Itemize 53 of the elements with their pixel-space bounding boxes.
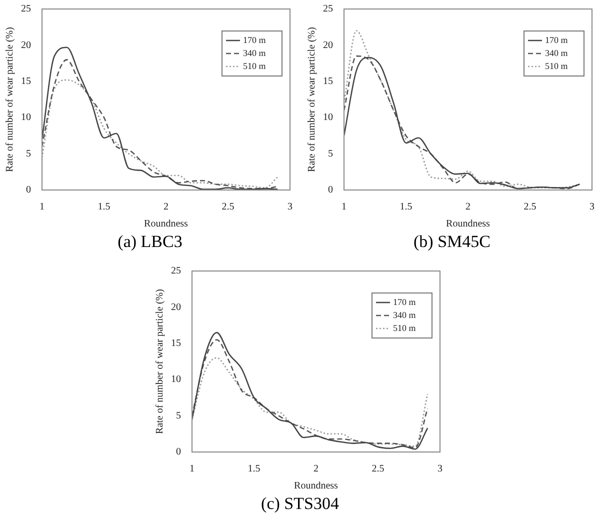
- legend-label: 340 m: [393, 310, 416, 320]
- line-series: [42, 79, 278, 188]
- y-tick-label: 0: [328, 184, 333, 196]
- y-tick-label: 10: [21, 112, 31, 124]
- x-tick-label: 1.5: [400, 202, 412, 213]
- legend-label: 510 m: [545, 60, 568, 71]
- legend-label: 340 m: [545, 48, 568, 58]
- x-tick-label: 1: [342, 202, 346, 213]
- legend-label: 170 m: [393, 296, 416, 307]
- y-tick-label: 15: [21, 76, 31, 88]
- y-tick-label: 15: [323, 76, 333, 88]
- x-tick-label: 2: [164, 202, 168, 213]
- legend-label: 170 m: [243, 34, 266, 45]
- x-tick-label: 1.5: [98, 202, 110, 213]
- y-tick-label: 15: [171, 338, 181, 350]
- x-axis-title: Roundness: [446, 218, 490, 230]
- y-tick-label: 0: [176, 446, 181, 458]
- line-series: [192, 357, 428, 447]
- y-tick-label: 10: [171, 374, 181, 386]
- x-tick-label: 1: [190, 464, 194, 475]
- x-tick-label: 1.5: [248, 464, 260, 475]
- x-tick-label: 1: [40, 202, 44, 213]
- y-tick-label: 20: [171, 302, 181, 313]
- y-tick-label: 10: [323, 112, 333, 124]
- y-tick-label: 5: [176, 410, 181, 422]
- x-axis-title: Roundness: [144, 218, 188, 230]
- x-tick-label: 2.5: [524, 202, 536, 213]
- legend-label: 170 m: [545, 34, 568, 45]
- legend-label: 340 m: [243, 48, 266, 58]
- y-tick-label: 20: [323, 40, 333, 51]
- text: (a) LBC3: [116, 232, 184, 252]
- y-tick-label: 25: [323, 4, 333, 15]
- y-tick-label: 5: [328, 148, 333, 160]
- x-tick-label: 2.5: [372, 464, 384, 475]
- legend-label: 510 m: [393, 322, 416, 333]
- x-tick-label: 3: [288, 202, 292, 213]
- y-axis-title: Rate of number of wear particle (%): [4, 27, 16, 172]
- x-tick-label: 2: [314, 464, 318, 475]
- x-tick-label: 3: [590, 202, 594, 213]
- x-axis-title: Roundness: [294, 480, 338, 492]
- y-tick-label: 5: [26, 148, 31, 160]
- y-tick-label: 25: [171, 266, 181, 277]
- x-tick-label: 2: [466, 202, 470, 213]
- x-tick-label: 2.5: [222, 202, 234, 213]
- y-axis-title: Rate of number of wear particle (%): [154, 289, 166, 434]
- text: (b) SM45C: [412, 232, 492, 252]
- text: (c) STS304: [260, 494, 340, 514]
- y-axis-title: Rate of number of wear particle (%): [306, 27, 318, 172]
- y-tick-label: 25: [21, 4, 31, 15]
- y-tick-label: 20: [21, 40, 31, 51]
- legend-label: 510 m: [243, 60, 266, 71]
- x-tick-label: 3: [438, 464, 442, 475]
- y-tick-label: 0: [26, 184, 31, 196]
